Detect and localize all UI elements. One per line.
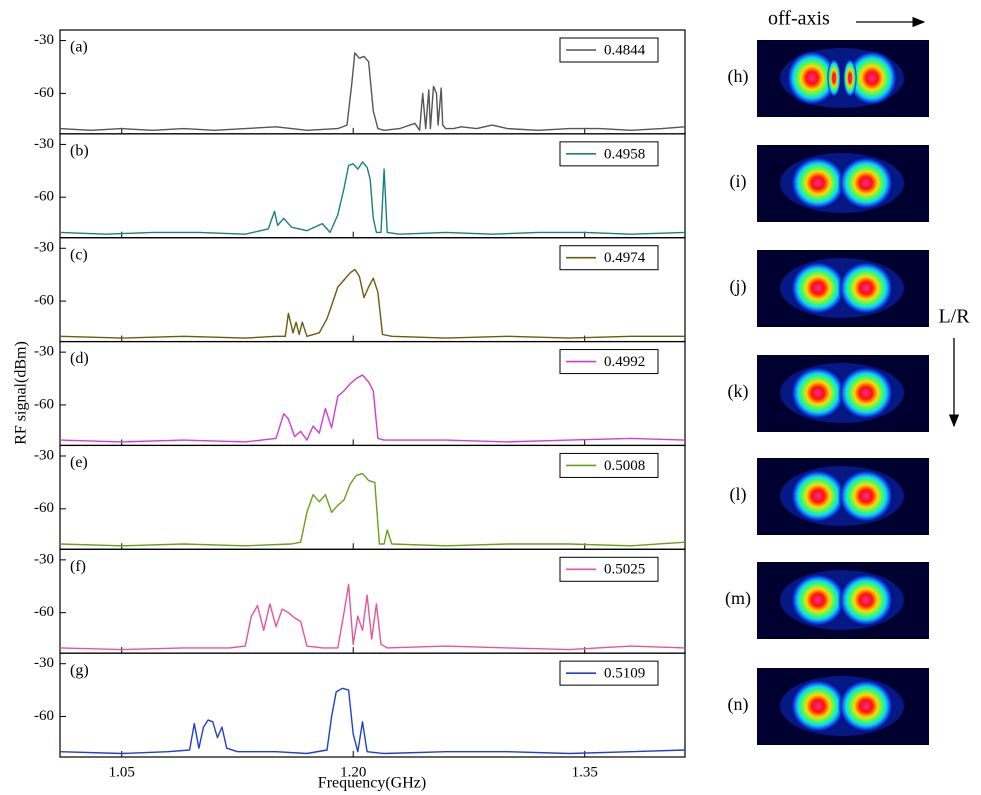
beam-lobe [838,261,894,315]
y-tick-label: -30 [34,136,54,152]
beam-images: off-axis L/R (h) (i) (j) (k) (l) (m) (n) [725,8,970,745]
x-tick-label: 1.35 [572,764,598,780]
figure: -30 -60 (a) 0.4844 -30 -60 (b) 0.4958 -30 -60 (c) 0… [0,0,981,795]
spectrum-line [60,53,685,130]
beam-lobe [838,156,894,210]
image-label: (h) [728,66,749,87]
x-axis-label: Frequency(GHz) [318,775,426,792]
legend-label: 0.5109 [604,666,645,682]
y-tick-label: -30 [34,240,54,256]
beam-lobe [790,261,846,315]
beam-lobe [838,366,894,420]
panel-label: (d) [70,350,89,367]
y-axis-label: RF signal(dBm) [13,341,30,445]
panel-label: (e) [70,454,88,471]
spectrum-line [60,474,685,546]
legend-label: 0.4974 [604,250,646,266]
beam-lobe [838,679,894,733]
spectrum-line [60,162,685,234]
y-tick-label: -30 [34,32,54,48]
y-tick-label: -30 [34,655,54,671]
x-tick-label: 1.05 [109,764,135,780]
y-tick-label: -60 [34,396,54,412]
beam-lobe [838,573,894,627]
beam-lobe [790,469,846,523]
spectrum-line [60,585,685,650]
image-label: (n) [728,694,749,715]
y-tick-label: -30 [34,344,54,360]
image-label: (k) [728,381,749,402]
image-label: (j) [730,276,747,297]
panel-label: (c) [70,246,88,263]
panel-label: (g) [70,662,89,679]
legend-label: 0.4992 [604,354,645,370]
panel-label: (a) [70,39,88,56]
legend-label: 0.4844 [604,42,646,58]
beam-lobe [790,679,846,733]
spectra: -30 -60 (a) 0.4844 -30 -60 (b) 0.4958 -30 -60 (c) 0… [34,30,685,780]
image-label: (l) [730,484,747,505]
y-tick-label: -30 [34,447,54,463]
spectrum-line [60,269,685,338]
beam-lobe [790,366,846,420]
y-tick-label: -60 [34,604,54,620]
beam-lobe [838,469,894,523]
y-tick-label: -60 [34,500,54,516]
spectrum-line [60,375,685,442]
beam-lobe [827,58,841,98]
panel-label: (f) [70,558,86,575]
off-axis-label: off-axis [768,8,830,30]
spectrum-line [60,688,685,753]
y-tick-label: -60 [34,189,54,205]
legend-label: 0.4958 [604,146,645,162]
beam-lobe [790,573,846,627]
lr-label: L/R [938,306,970,328]
panel-label: (b) [70,143,89,160]
legend-label: 0.5025 [604,562,645,578]
y-tick-label: -60 [34,708,54,724]
y-tick-label: -60 [34,85,54,101]
legend-label: 0.5008 [604,458,645,474]
y-tick-label: -30 [34,551,54,567]
y-tick-label: -60 [34,293,54,309]
image-label: (m) [725,588,751,609]
beam-lobe [790,156,846,210]
beam-lobe [843,58,857,98]
image-label: (i) [730,171,747,192]
